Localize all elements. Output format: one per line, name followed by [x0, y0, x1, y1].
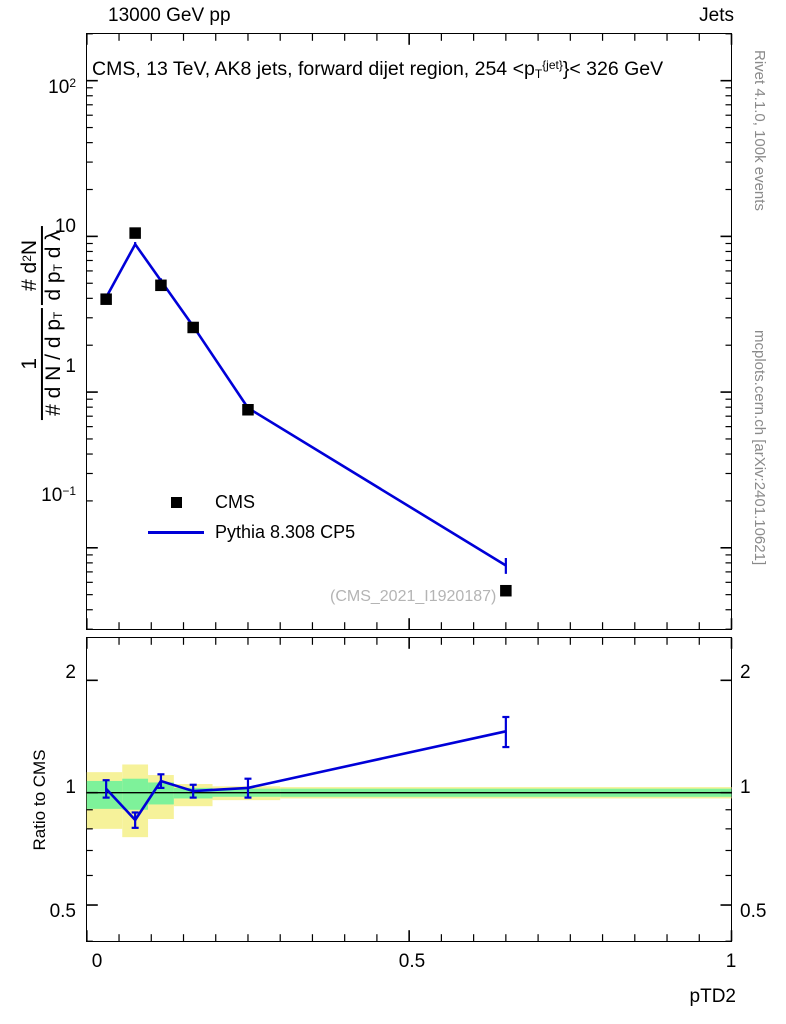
cms-data-marker — [129, 227, 141, 239]
legend: CMS Pythia 8.308 CP5 — [145, 487, 355, 547]
ytick-label-ratio-2-right: 2 — [740, 662, 751, 683]
plot-title-sup: {jet} — [542, 58, 563, 72]
band-green-stat — [122, 778, 149, 810]
plot-title-sub: T — [534, 67, 543, 81]
cms-data-marker — [155, 279, 167, 292]
ytick-label-main-1: 1 — [65, 356, 76, 377]
pythia-ratio-curve — [105, 730, 507, 823]
cms-data-marker — [242, 404, 254, 416]
cms-main-markers — [100, 227, 512, 597]
beam-energy-label: 13000 GeV pp — [108, 5, 231, 26]
ytick-label-ratio-05-left: 0.5 — [49, 901, 76, 922]
plot-title-suffix: }< 326 GeV — [562, 58, 664, 80]
legend-label-cms: CMS — [215, 491, 255, 512]
xtick-label-05: 0.5 — [398, 951, 426, 972]
pythia-ratio-line — [102, 715, 510, 829]
legend-item-cms[interactable]: CMS — [145, 487, 355, 517]
ytick-label-main-1e2: 102 — [48, 76, 76, 98]
ytick-label-main-10: 10 — [54, 216, 76, 237]
ytick-label-ratio-1-right: 1 — [740, 777, 751, 798]
ratio-axis-ticks — [86, 637, 733, 942]
plot-title-prefix: CMS, 13 TeV, AK8 jets, forward dijet reg… — [92, 58, 535, 80]
band-green-stat — [148, 782, 174, 805]
ytick-label-ratio-1-left: 1 — [65, 777, 76, 798]
band-green-stat — [86, 780, 123, 809]
ytick-label-ratio-2-left: 2 — [65, 662, 76, 683]
ytick-label-ratio-05-right: 0.5 — [740, 901, 767, 922]
analysis-id-watermark: (CMS_2021_I1920187) — [330, 588, 497, 605]
cms-data-marker — [500, 584, 512, 597]
legend-marker-line-icon — [145, 530, 207, 534]
legend-item-pythia[interactable]: Pythia 8.308 CP5 — [145, 517, 355, 547]
x-axis-label: pTD2 — [689, 986, 736, 1007]
plot-title: CMS, 13 TeV, AK8 jets, forward dijet reg… — [92, 58, 663, 81]
cms-data-marker — [100, 293, 112, 305]
legend-label-pythia: Pythia 8.308 CP5 — [215, 521, 356, 542]
pythia-curve — [104, 241, 507, 567]
xtick-label-0: 0 — [91, 951, 103, 972]
ratio-uncertainty-bands — [86, 764, 732, 838]
cms-data-marker — [187, 321, 199, 334]
legend-marker-square-icon — [145, 496, 207, 508]
pythia-main-line — [104, 241, 507, 574]
xtick-label-1: 1 — [725, 951, 737, 972]
analysis-group-label: Jets — [699, 5, 734, 26]
ytick-label-main-1em1: 10−1 — [41, 484, 76, 506]
main-axis-ticks — [86, 33, 733, 630]
